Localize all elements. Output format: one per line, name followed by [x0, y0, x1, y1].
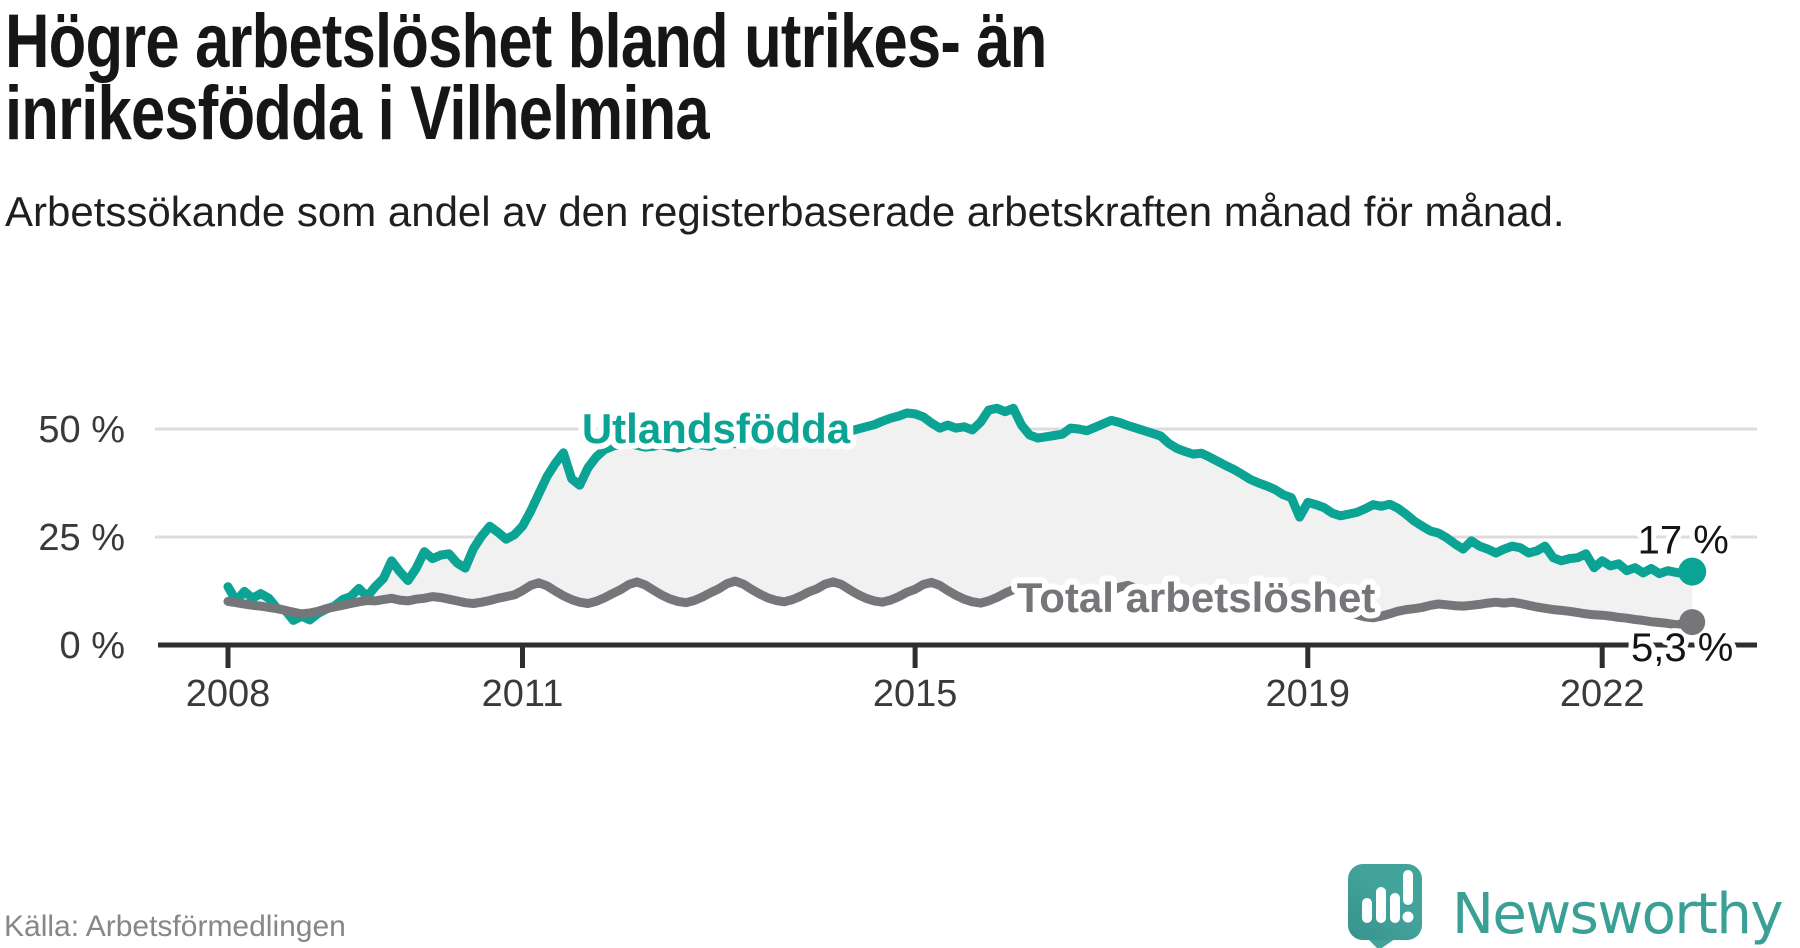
series-label-utlandsfodda: Utlandsfödda — [582, 405, 851, 452]
newsworthy-logo-icon — [1348, 864, 1422, 948]
x-axis-label-2011: 2011 — [482, 673, 564, 715]
source-text: Källa: Arbetsförmedlingen — [4, 910, 346, 943]
x-axis-label-2019: 2019 — [1266, 673, 1351, 715]
page-title: Högre arbetslöshet bland utrikes- än inr… — [5, 0, 1047, 156]
end-dot-total — [1679, 609, 1706, 636]
series-line-total — [223, 576, 1697, 630]
y-axis-label-25: 25 % — [38, 517, 125, 559]
series-label-total: Total arbetslöshet — [1017, 574, 1376, 621]
end-label-utlandsfodda: 17 % — [1638, 519, 1729, 563]
area-between-series — [228, 408, 1693, 625]
y-axis-label-50: 50 % — [38, 409, 125, 451]
brand-wordmark: Newsworthy — [1452, 882, 1784, 947]
y-axis-label-0: 0 % — [60, 625, 125, 667]
end-dot-utlandsfodda — [1678, 557, 1707, 586]
x-axis-label-2022: 2022 — [1560, 673, 1645, 715]
end-label-total: 5,3 % — [1631, 626, 1733, 670]
page-subtitle: Arbetssökande som andel av den registerb… — [5, 188, 1565, 235]
series-line-utlandsfodda — [223, 403, 1697, 625]
speech-bubble-chart-icon — [1348, 864, 1422, 948]
x-axis-label-2015: 2015 — [873, 673, 958, 715]
x-axis-label-2008: 2008 — [186, 673, 271, 715]
